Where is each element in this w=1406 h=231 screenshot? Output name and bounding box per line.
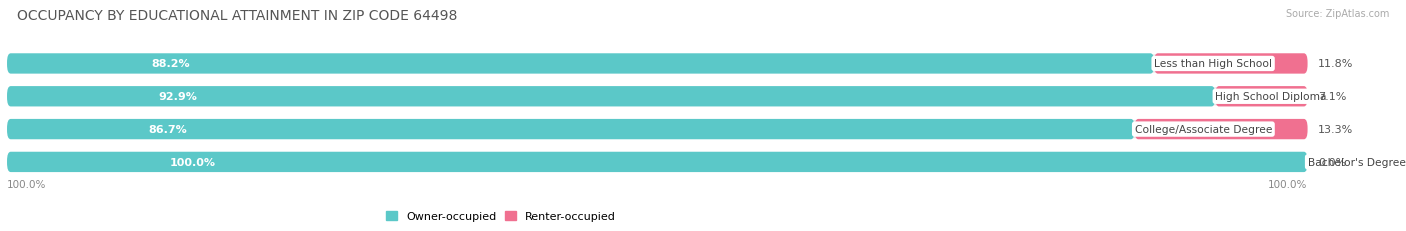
Text: 100.0%: 100.0% — [1268, 179, 1308, 189]
Text: Bachelor's Degree or higher: Bachelor's Degree or higher — [1308, 157, 1406, 167]
Text: High School Diploma: High School Diploma — [1215, 92, 1327, 102]
Text: 13.3%: 13.3% — [1317, 125, 1353, 134]
FancyBboxPatch shape — [7, 152, 1308, 172]
Text: Source: ZipAtlas.com: Source: ZipAtlas.com — [1285, 9, 1389, 19]
Text: Less than High School: Less than High School — [1154, 59, 1272, 69]
Text: 86.7%: 86.7% — [149, 125, 187, 134]
FancyBboxPatch shape — [1135, 119, 1308, 140]
Text: 0.0%: 0.0% — [1317, 157, 1346, 167]
Text: 88.2%: 88.2% — [152, 59, 190, 69]
FancyBboxPatch shape — [7, 87, 1308, 107]
Text: 92.9%: 92.9% — [159, 92, 197, 102]
Text: College/Associate Degree: College/Associate Degree — [1135, 125, 1272, 134]
FancyBboxPatch shape — [7, 54, 1154, 74]
Text: 11.8%: 11.8% — [1317, 59, 1354, 69]
FancyBboxPatch shape — [7, 152, 1308, 172]
Text: OCCUPANCY BY EDUCATIONAL ATTAINMENT IN ZIP CODE 64498: OCCUPANCY BY EDUCATIONAL ATTAINMENT IN Z… — [17, 9, 457, 23]
Text: 100.0%: 100.0% — [7, 179, 46, 189]
FancyBboxPatch shape — [7, 87, 1215, 107]
FancyBboxPatch shape — [7, 119, 1135, 140]
FancyBboxPatch shape — [7, 119, 1308, 140]
FancyBboxPatch shape — [7, 54, 1308, 74]
FancyBboxPatch shape — [1154, 54, 1308, 74]
Text: 100.0%: 100.0% — [170, 157, 215, 167]
Text: 7.1%: 7.1% — [1317, 92, 1347, 102]
FancyBboxPatch shape — [1215, 87, 1308, 107]
Legend: Owner-occupied, Renter-occupied: Owner-occupied, Renter-occupied — [382, 206, 620, 225]
